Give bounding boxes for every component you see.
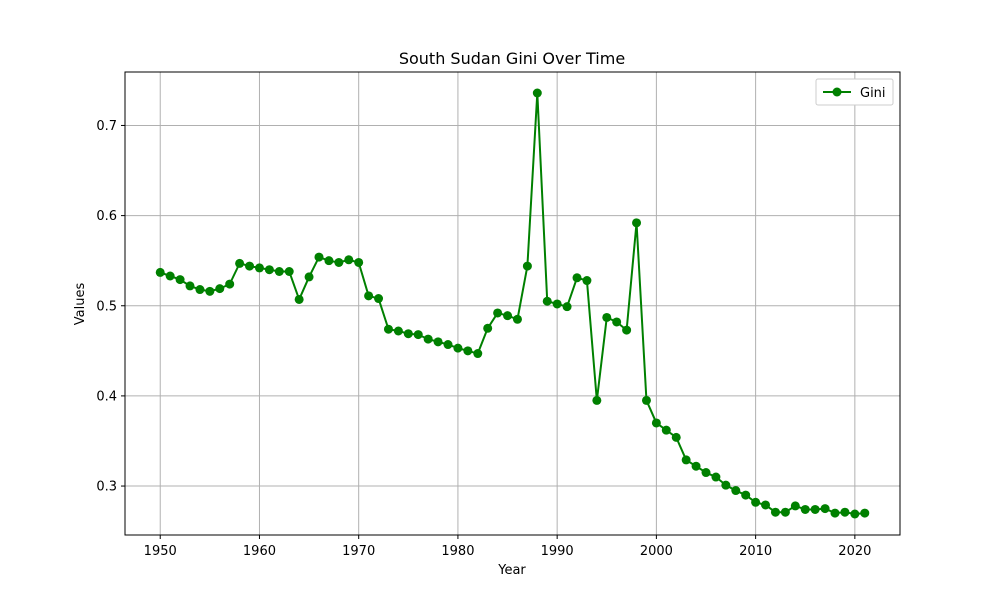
data-point (820, 504, 830, 514)
legend-marker-swatch (832, 87, 842, 97)
data-point (542, 296, 552, 306)
data-point (354, 257, 364, 267)
x-tick-label: 1960 (243, 544, 276, 559)
data-point (483, 323, 493, 333)
data-point (671, 432, 681, 442)
data-point (731, 486, 741, 496)
y-tick-label: 0.7 (96, 119, 117, 134)
legend: Gini (815, 78, 894, 106)
data-point (254, 263, 264, 273)
data-point (334, 257, 344, 267)
data-point (393, 326, 403, 336)
data-point (612, 317, 622, 327)
data-point (681, 455, 691, 465)
data-point (453, 343, 463, 353)
data-point (413, 330, 423, 340)
data-point (225, 279, 235, 289)
data-point (661, 425, 671, 435)
y-tick-label: 0.5 (96, 299, 117, 314)
data-point (383, 324, 393, 334)
data-point (701, 468, 711, 478)
data-point (274, 266, 284, 276)
data-point (155, 267, 165, 277)
data-point (512, 314, 522, 324)
data-point (572, 273, 582, 283)
legend-label-gini: Gini (860, 86, 886, 101)
data-point (284, 266, 294, 276)
data-point (780, 507, 790, 517)
data-point (522, 261, 532, 271)
data-point (205, 286, 215, 296)
data-point (463, 346, 473, 356)
x-tick-label: 1970 (342, 544, 375, 559)
data-point (721, 480, 731, 490)
legend-box (815, 78, 894, 106)
data-point (592, 395, 602, 405)
data-point (810, 504, 820, 514)
chart-title: South Sudan Gini Over Time (399, 49, 625, 68)
y-axis: 0.3 0.4 0.5 0.6 0.7 (96, 119, 125, 495)
data-point (294, 294, 304, 304)
data-point (741, 490, 751, 500)
x-axis-title: Year (497, 563, 526, 578)
data-point (562, 302, 572, 312)
x-axis: 1950 1960 1970 1980 1990 2000 2010 2020 (144, 535, 871, 559)
data-point (185, 281, 195, 291)
data-point (403, 329, 413, 339)
data-point (840, 507, 850, 517)
y-tick-label: 0.6 (96, 209, 117, 224)
data-point (423, 334, 433, 344)
data-point (473, 349, 483, 359)
data-point (582, 276, 592, 286)
data-point (770, 507, 780, 517)
grid-lines (125, 72, 900, 535)
data-point (691, 461, 701, 471)
data-point (800, 504, 810, 514)
data-point (215, 284, 225, 294)
data-point (195, 285, 205, 295)
x-tick-label: 2010 (739, 544, 772, 559)
x-tick-label: 1990 (541, 544, 574, 559)
x-tick-label: 2000 (640, 544, 673, 559)
data-point (503, 311, 513, 321)
data-point (443, 340, 453, 350)
data-point (602, 312, 612, 322)
x-tick-label: 1980 (441, 544, 474, 559)
data-point (264, 265, 274, 275)
data-point (552, 299, 562, 309)
data-point (632, 218, 642, 228)
data-point (304, 272, 314, 282)
data-point (433, 337, 443, 347)
data-point (532, 88, 542, 98)
data-point (651, 418, 661, 428)
x-tick-label: 2020 (838, 544, 871, 559)
data-point (641, 395, 651, 405)
data-point (830, 508, 840, 518)
y-tick-label: 0.4 (96, 389, 117, 404)
data-point (622, 325, 632, 335)
series-markers (155, 88, 870, 519)
y-axis-title: Values (73, 283, 88, 326)
data-point (493, 308, 503, 318)
data-point (235, 258, 245, 268)
data-point (751, 497, 761, 507)
data-point (344, 255, 354, 265)
data-point (165, 271, 175, 281)
data-point (175, 275, 185, 285)
data-point (374, 294, 384, 304)
data-point (314, 252, 324, 262)
data-point (711, 472, 721, 482)
data-point (364, 291, 374, 301)
data-point (850, 509, 860, 519)
data-point (245, 261, 255, 271)
data-point (790, 501, 800, 511)
plot-area-frame (124, 71, 901, 536)
y-tick-label: 0.3 (96, 480, 117, 495)
data-point (324, 256, 334, 266)
data-point (860, 508, 870, 518)
x-tick-label: 1950 (144, 544, 177, 559)
data-point (761, 500, 771, 510)
